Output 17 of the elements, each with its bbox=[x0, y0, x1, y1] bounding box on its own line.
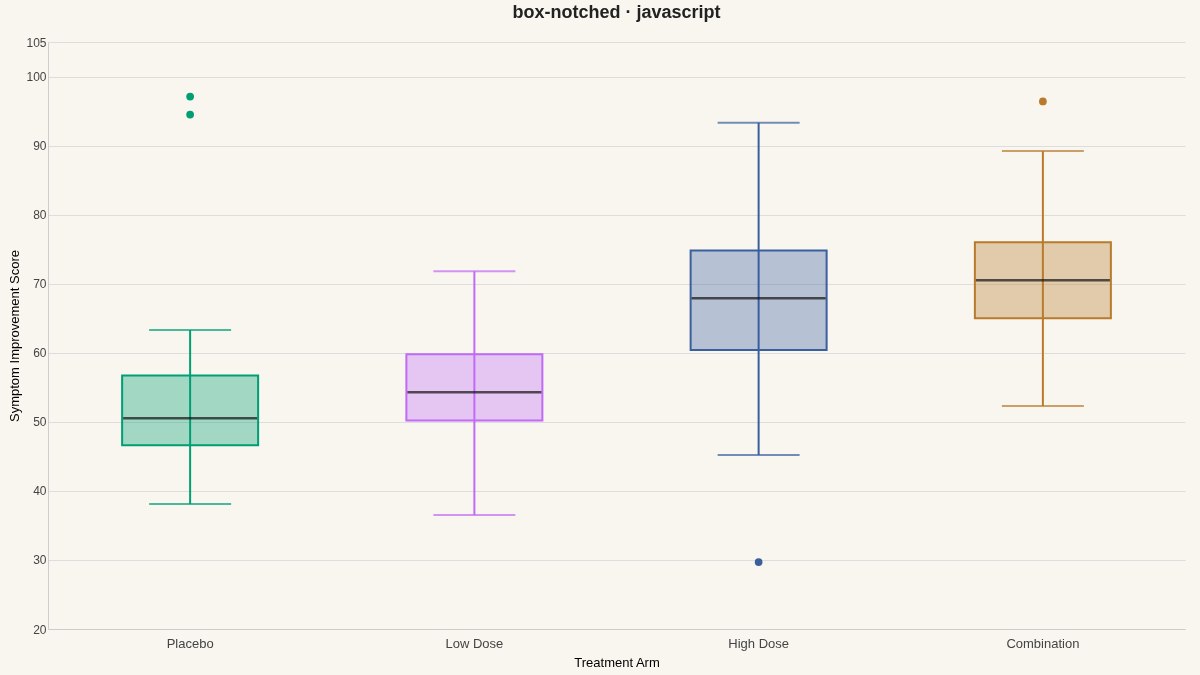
x-axis-title: Treatment Arm bbox=[574, 654, 660, 670]
y-tick-label: 50 bbox=[33, 415, 47, 430]
y-tick-label: 70 bbox=[33, 277, 47, 292]
x-tick-label: Combination bbox=[1006, 635, 1080, 651]
y-tick-label: 90 bbox=[33, 139, 47, 154]
chart-title: box-notched · javascript bbox=[512, 2, 721, 22]
y-tick-label: 100 bbox=[26, 70, 47, 85]
x-tick-label: High Dose bbox=[728, 635, 789, 651]
y-tick-label: 105 bbox=[26, 35, 47, 50]
y-tick-label: 30 bbox=[33, 553, 47, 568]
y-tick-label: 20 bbox=[33, 622, 47, 637]
y-tick-label: 60 bbox=[33, 346, 47, 361]
y-axis-title: Symptom Improvement Score bbox=[7, 250, 23, 422]
x-tick-label: Low Dose bbox=[445, 635, 504, 651]
y-tick-label: 80 bbox=[33, 208, 47, 223]
x-tick-label: Placebo bbox=[166, 635, 214, 651]
y-tick-label: 40 bbox=[33, 484, 47, 499]
